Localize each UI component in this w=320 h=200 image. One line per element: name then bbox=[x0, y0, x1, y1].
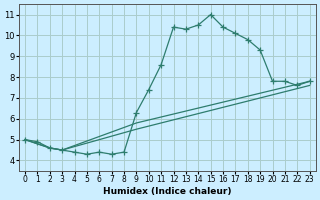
X-axis label: Humidex (Indice chaleur): Humidex (Indice chaleur) bbox=[103, 187, 232, 196]
